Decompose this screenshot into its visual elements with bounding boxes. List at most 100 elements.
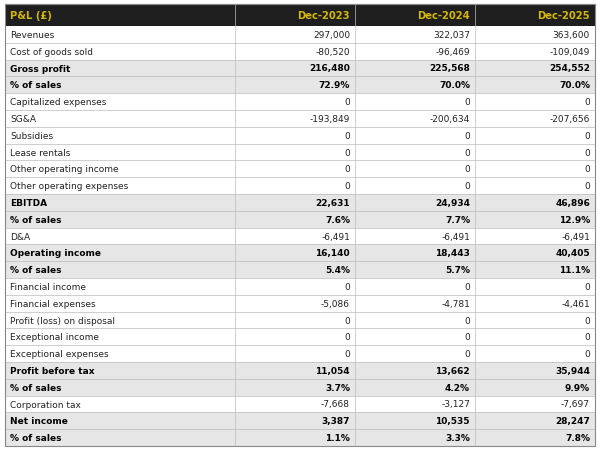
Text: 3,387: 3,387 (322, 416, 350, 425)
Text: Profit before tax: Profit before tax (10, 366, 95, 375)
Text: Exceptional expenses: Exceptional expenses (10, 349, 109, 359)
Text: -6,491: -6,491 (561, 232, 590, 241)
Text: -7,668: -7,668 (321, 399, 350, 409)
Text: -3,127: -3,127 (441, 399, 470, 409)
Text: 0: 0 (464, 282, 470, 291)
Text: 13,662: 13,662 (436, 366, 470, 375)
Text: 0: 0 (584, 98, 590, 107)
Bar (5, 429, 595, 446)
Bar (5, 178, 595, 195)
Text: -109,049: -109,049 (550, 48, 590, 56)
Bar (5, 396, 595, 413)
Text: Dec-2024: Dec-2024 (417, 11, 470, 21)
Text: Dec-2023: Dec-2023 (298, 11, 350, 21)
Text: 0: 0 (584, 349, 590, 359)
Text: -5,086: -5,086 (321, 299, 350, 308)
Text: Dec-2025: Dec-2025 (538, 11, 590, 21)
Text: Cost of goods sold: Cost of goods sold (10, 48, 93, 56)
Bar (5, 127, 595, 144)
Bar (5, 362, 595, 379)
Text: 0: 0 (584, 165, 590, 174)
Text: 0: 0 (464, 98, 470, 107)
Text: 35,944: 35,944 (555, 366, 590, 375)
Text: 0: 0 (464, 333, 470, 342)
Text: 225,568: 225,568 (429, 64, 470, 73)
Text: SG&A: SG&A (10, 115, 36, 124)
Text: 0: 0 (584, 131, 590, 141)
Bar (5, 94, 595, 111)
Text: Other operating expenses: Other operating expenses (10, 182, 128, 191)
Text: 0: 0 (584, 182, 590, 191)
Text: 4.2%: 4.2% (445, 383, 470, 392)
Text: 5.4%: 5.4% (325, 266, 350, 274)
Text: % of sales: % of sales (10, 266, 62, 274)
Bar (5, 413, 595, 429)
Text: 0: 0 (584, 333, 590, 342)
Text: Lease rentals: Lease rentals (10, 148, 70, 157)
Text: 24,934: 24,934 (435, 198, 470, 207)
Bar (5, 111, 595, 127)
Text: 254,552: 254,552 (549, 64, 590, 73)
Text: Financial income: Financial income (10, 282, 86, 291)
Bar (5, 312, 595, 329)
Text: 363,600: 363,600 (553, 31, 590, 40)
Text: 5.7%: 5.7% (445, 266, 470, 274)
Text: 297,000: 297,000 (313, 31, 350, 40)
Text: -207,656: -207,656 (550, 115, 590, 124)
Text: 0: 0 (464, 182, 470, 191)
Bar (5, 245, 595, 262)
Bar (5, 262, 595, 278)
Text: 0: 0 (464, 316, 470, 325)
Text: -193,849: -193,849 (310, 115, 350, 124)
Text: 0: 0 (464, 148, 470, 157)
Text: 0: 0 (344, 148, 350, 157)
Text: Exceptional income: Exceptional income (10, 333, 99, 342)
Text: D&A: D&A (10, 232, 30, 241)
Text: 70.0%: 70.0% (559, 81, 590, 90)
Text: 0: 0 (464, 349, 470, 359)
Text: 322,037: 322,037 (433, 31, 470, 40)
Bar (5, 345, 595, 362)
Text: 0: 0 (344, 98, 350, 107)
Bar (5, 44, 595, 61)
Text: 7.8%: 7.8% (565, 433, 590, 442)
Text: Net income: Net income (10, 416, 68, 425)
Bar (5, 228, 595, 245)
Bar (5, 61, 595, 77)
Text: 216,480: 216,480 (309, 64, 350, 73)
Bar (5, 211, 595, 228)
Text: Subsidies: Subsidies (10, 131, 53, 141)
Text: Financial expenses: Financial expenses (10, 299, 95, 308)
Text: -96,469: -96,469 (436, 48, 470, 56)
Bar (5, 144, 595, 161)
Text: 11.1%: 11.1% (559, 266, 590, 274)
Text: EBITDA: EBITDA (10, 198, 47, 207)
Text: P&L (£): P&L (£) (10, 11, 52, 21)
Text: 0: 0 (344, 165, 350, 174)
Text: 0: 0 (344, 182, 350, 191)
Text: 40,405: 40,405 (556, 249, 590, 258)
Text: 0: 0 (344, 131, 350, 141)
Text: 0: 0 (464, 131, 470, 141)
Text: 0: 0 (344, 349, 350, 359)
Text: 7.7%: 7.7% (445, 215, 470, 224)
Bar (5, 161, 595, 178)
Text: -4,781: -4,781 (441, 299, 470, 308)
Text: Capitalized expenses: Capitalized expenses (10, 98, 106, 107)
Text: 9.9%: 9.9% (565, 383, 590, 392)
Text: 0: 0 (584, 282, 590, 291)
Text: 16,140: 16,140 (316, 249, 350, 258)
Bar (5, 27, 595, 44)
Text: 0: 0 (584, 148, 590, 157)
Text: 46,896: 46,896 (555, 198, 590, 207)
Text: 12.9%: 12.9% (559, 215, 590, 224)
Bar (5, 329, 595, 345)
Bar (5, 379, 595, 396)
Text: Operating income: Operating income (10, 249, 101, 258)
Text: 3.7%: 3.7% (325, 383, 350, 392)
Text: -6,491: -6,491 (441, 232, 470, 241)
Text: 7.6%: 7.6% (325, 215, 350, 224)
Text: 0: 0 (344, 282, 350, 291)
Text: 0: 0 (464, 165, 470, 174)
Text: Revenues: Revenues (10, 31, 54, 40)
